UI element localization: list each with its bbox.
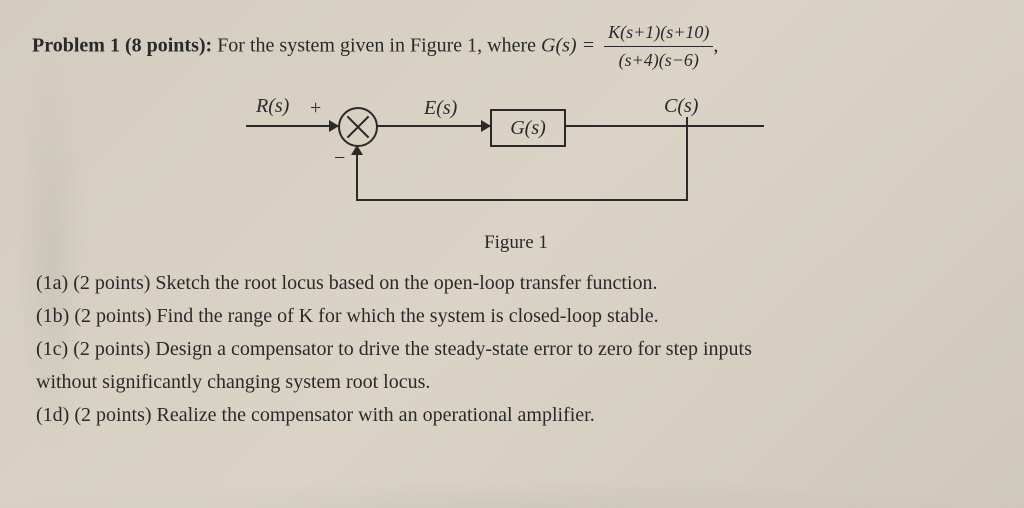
line-r-in [246,125,338,127]
question-1d: (1d) (2 points) Realize the compensator … [36,400,1000,431]
r-label: R(s) [256,95,289,118]
q1b-text: Find the range of K for which the system… [157,305,659,327]
page-container: Problem 1 (8 points): For the system giv… [0,0,1024,431]
question-list: (1a) (2 points) Sketch the root locus ba… [32,268,1000,431]
feedback-down [686,125,688,201]
question-1c: (1c) (2 points) Design a compensator to … [36,334,1000,365]
feedback-up [356,146,358,201]
line-e [376,125,490,127]
fraction: K(s+1)(s+10) (s+4)(s−6) [604,20,713,73]
e-label: E(s) [424,97,457,120]
fraction-denominator: (s+4)(s−6) [604,47,713,73]
minus-sign: − [334,147,345,170]
transfer-function-formula: K(s+1)(s+10) (s+4)(s−6) [604,20,713,73]
q1d-text: Realize the compensator with an operatio… [157,404,595,426]
q1d-label: (1d) (2 points) [36,404,157,426]
fraction-numerator: K(s+1)(s+10) [604,20,713,47]
q1c-text2: without significantly changing system ro… [36,371,430,393]
figure-caption: Figure 1 [32,232,1000,254]
block-diagram: R(s) + − E(s) G(s) C(s) [246,91,786,221]
plus-sign: + [310,97,321,120]
q1b-label: (1b) (2 points) [36,305,157,327]
gs-lhs: G(s) = [541,34,595,56]
problem-label: Problem 1 (8 points): [32,34,212,56]
prompt-text: For the system given in Figure 1, where [212,34,541,56]
g-block-label: G(s) [510,117,546,140]
c-label: C(s) [664,95,698,118]
line-out [564,125,764,127]
block-diagram-wrap: R(s) + − E(s) G(s) C(s) [32,91,1000,226]
trailing-comma: , [713,34,718,56]
q1c-label: (1c) (2 points) [36,338,155,360]
question-1b: (1b) (2 points) Find the range of K for … [36,301,1000,332]
question-1a: (1a) (2 points) Sketch the root locus ba… [36,268,1000,299]
feedback-horiz [356,199,688,201]
summing-junction-icon [338,107,378,147]
q1c-text: Design a compensator to drive the steady… [155,338,751,360]
question-1c-cont: without significantly changing system ro… [36,367,1000,398]
g-block: G(s) [490,109,566,147]
q1a-label: (1a) (2 points) [36,272,155,294]
problem-header: Problem 1 (8 points): For the system giv… [32,20,1000,73]
q1a-text: Sketch the root locus based on the open-… [155,272,657,294]
